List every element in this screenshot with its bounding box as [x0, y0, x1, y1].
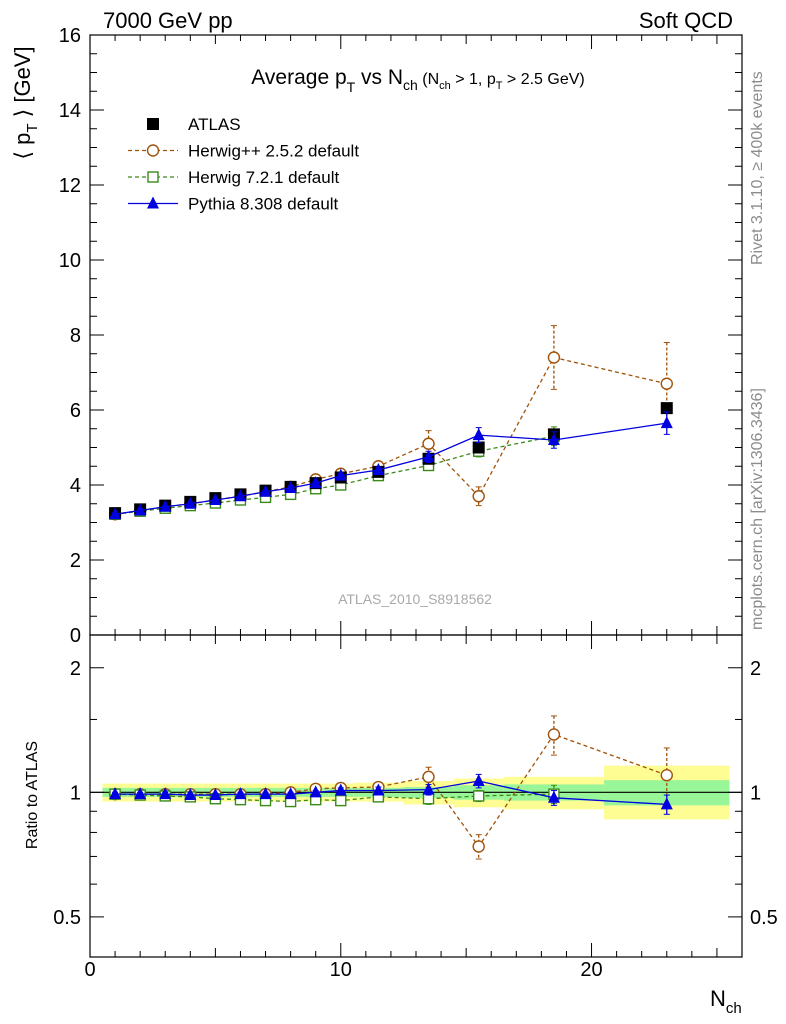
pythia-point — [234, 489, 247, 502]
x-tick-label: 20 — [580, 959, 602, 981]
herwig252-point — [547, 728, 561, 741]
herwig721-line — [115, 793, 554, 803]
herwig252-point — [472, 840, 485, 853]
herwig252-point — [660, 769, 673, 782]
herwig252-point — [472, 490, 485, 503]
ratio-y-tick-label-right: 1 — [750, 782, 761, 804]
legend-label-herwig252: Herwig++ 2.5.2 default — [188, 142, 359, 161]
mcplots-label: mcplots.cern.ch [arXiv:1306.3436] — [749, 388, 766, 630]
herwig721-point — [335, 794, 347, 807]
pythia-point — [422, 782, 435, 795]
pythia-point — [547, 790, 560, 803]
main-y-axis-label: ⟨ pT ⟩ [GeV] — [10, 46, 41, 159]
herwig252-point — [547, 351, 561, 364]
pythia-point — [209, 788, 222, 801]
legend: ATLAS Herwig++ 2.5.2 default Herwig 7.2.1 … — [128, 115, 359, 214]
pythia-point — [422, 449, 435, 462]
ratio-y-tick-label-right: 0.5 — [750, 907, 778, 929]
pythia-point — [472, 428, 485, 441]
main-plot-series — [108, 325, 673, 521]
y-tick-label: 8 — [70, 325, 81, 347]
legend-label-pythia: Pythia 8.308 default — [188, 195, 339, 214]
pythia-point — [472, 774, 485, 787]
pythia-point — [284, 787, 297, 800]
pythia-point — [660, 797, 673, 810]
legend-marker-herwig721 — [147, 171, 159, 183]
herwig721-point — [472, 790, 485, 802]
pythia-point — [184, 788, 197, 801]
y-tick-label: 10 — [59, 250, 81, 272]
pythia-point — [372, 783, 385, 796]
pythia-point — [109, 787, 122, 800]
rivet-label: Rivet 3.1.10, ≥ 400k events — [749, 71, 766, 265]
y-tick-label: 14 — [59, 100, 81, 122]
y-tick-label: 0 — [70, 625, 81, 647]
ratio-y-axis-label: Ratio to ATLAS — [24, 741, 41, 849]
y-tick-label: 6 — [70, 400, 81, 422]
x-tick-label: 0 — [84, 959, 95, 981]
pythia-point — [234, 787, 247, 800]
pythia-point — [309, 785, 322, 798]
ratio-y-tick-label: 2 — [70, 658, 81, 680]
y-tick-label: 16 — [59, 25, 81, 47]
pythia-point — [209, 493, 222, 505]
herwig252-point — [422, 770, 435, 784]
pythia-point — [259, 787, 272, 800]
ratio-y-tick-label: 0.5 — [53, 907, 81, 929]
herwig252-point — [422, 437, 435, 450]
herwig721-line — [114, 435, 555, 515]
legend-marker-herwig252 — [146, 144, 160, 157]
pythia-point — [134, 503, 147, 516]
y-tick-label: 12 — [59, 175, 81, 197]
header-left: 7000 GeV pp — [103, 8, 233, 33]
y-tick-label: 2 — [70, 550, 81, 572]
ratio-plot-series — [108, 715, 673, 860]
pythia-point — [660, 416, 673, 429]
y-tick-label: 4 — [70, 475, 81, 497]
pythia-point — [309, 476, 322, 489]
plot-title: Average pT vs Nch (Nch > 1, pT > 2.5 GeV… — [251, 66, 584, 95]
pythia-point — [334, 468, 347, 481]
pythia-line — [114, 422, 667, 515]
ratio-y-tick-label-right: 2 — [750, 658, 761, 680]
legend-label-atlas: ATLAS — [188, 115, 241, 134]
atlas-point — [472, 441, 485, 454]
analysis-tag: ATLAS_2010_S8918562 — [338, 591, 492, 607]
ratio-y-tick-label: 1 — [70, 782, 81, 804]
pythia-point — [284, 481, 297, 493]
pythia-point — [159, 499, 172, 512]
pythia-point — [184, 496, 197, 509]
pythia-point — [372, 463, 385, 475]
header-right: Soft QCD — [639, 8, 733, 33]
pythia-point — [259, 484, 272, 497]
legend-marker-pythia — [147, 196, 159, 209]
legend-label-herwig721: Herwig 7.2.1 default — [188, 168, 339, 187]
pythia-point — [134, 787, 147, 800]
pythia-point — [159, 787, 172, 800]
pythia-point — [547, 433, 560, 445]
pythia-point — [334, 783, 347, 796]
x-tick-label: 10 — [330, 959, 352, 981]
herwig252-point — [660, 377, 673, 390]
pythia-point — [109, 507, 122, 520]
x-axis-label: Nch — [710, 986, 742, 1017]
atlas-point — [660, 402, 673, 415]
legend-marker-atlas — [147, 118, 159, 130]
